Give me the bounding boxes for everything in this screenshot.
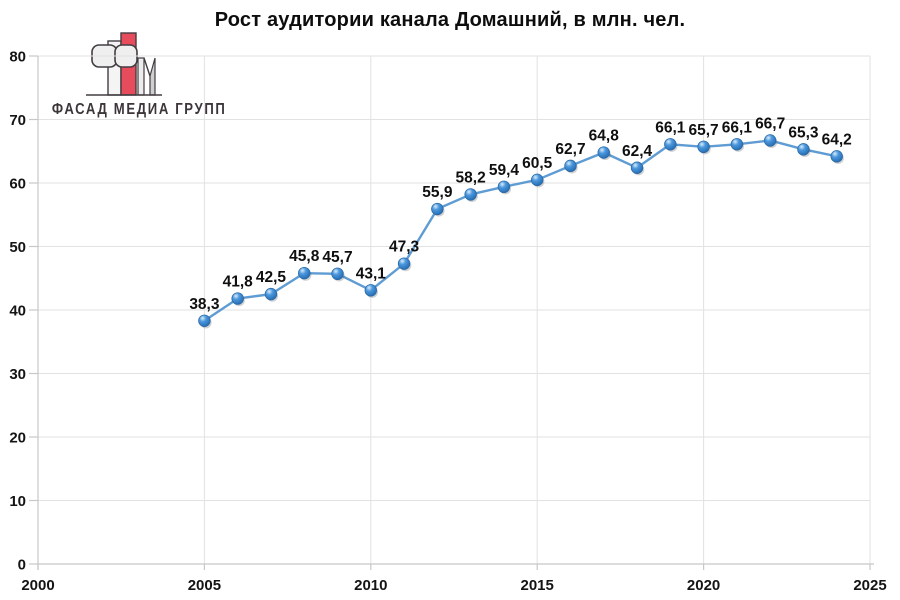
svg-text:2010: 2010 bbox=[354, 577, 387, 594]
svg-text:59,4: 59,4 bbox=[489, 162, 520, 179]
logo-text: ФАСАД МЕДИА ГРУПП bbox=[51, 101, 227, 118]
svg-text:2005: 2005 bbox=[188, 577, 221, 594]
svg-text:41,8: 41,8 bbox=[223, 274, 254, 291]
svg-text:43,1: 43,1 bbox=[356, 265, 387, 282]
svg-text:66,1: 66,1 bbox=[722, 119, 753, 136]
svg-text:45,7: 45,7 bbox=[322, 249, 352, 266]
svg-text:60,5: 60,5 bbox=[522, 155, 553, 172]
svg-text:65,3: 65,3 bbox=[788, 124, 819, 141]
svg-text:20: 20 bbox=[9, 430, 26, 447]
svg-text:2025: 2025 bbox=[853, 577, 886, 594]
svg-text:2020: 2020 bbox=[687, 577, 720, 594]
svg-text:66,1: 66,1 bbox=[655, 119, 686, 136]
svg-text:64,8: 64,8 bbox=[589, 128, 620, 145]
svg-text:50: 50 bbox=[9, 239, 26, 256]
svg-text:2000: 2000 bbox=[21, 577, 54, 594]
svg-text:80: 80 bbox=[9, 49, 26, 66]
svg-text:65,7: 65,7 bbox=[689, 122, 719, 139]
svg-text:47,3: 47,3 bbox=[389, 239, 420, 256]
svg-text:40: 40 bbox=[9, 303, 26, 320]
svg-text:60: 60 bbox=[9, 176, 26, 193]
svg-text:42,5: 42,5 bbox=[256, 269, 287, 286]
svg-text:62,7: 62,7 bbox=[555, 141, 585, 158]
svg-text:45,8: 45,8 bbox=[289, 248, 320, 265]
chart-title: Рост аудитории канала Домашний, в млн. ч… bbox=[214, 9, 686, 31]
svg-text:55,9: 55,9 bbox=[422, 184, 453, 201]
svg-text:0: 0 bbox=[18, 557, 26, 574]
svg-text:58,2: 58,2 bbox=[456, 169, 486, 186]
svg-text:70: 70 bbox=[9, 112, 26, 129]
svg-text:2015: 2015 bbox=[521, 577, 554, 594]
svg-text:66,7: 66,7 bbox=[755, 115, 785, 132]
svg-text:30: 30 bbox=[9, 366, 26, 383]
svg-text:38,3: 38,3 bbox=[189, 296, 220, 313]
svg-text:64,2: 64,2 bbox=[822, 131, 852, 148]
svg-text:62,4: 62,4 bbox=[622, 143, 653, 160]
svg-text:10: 10 bbox=[9, 493, 26, 510]
